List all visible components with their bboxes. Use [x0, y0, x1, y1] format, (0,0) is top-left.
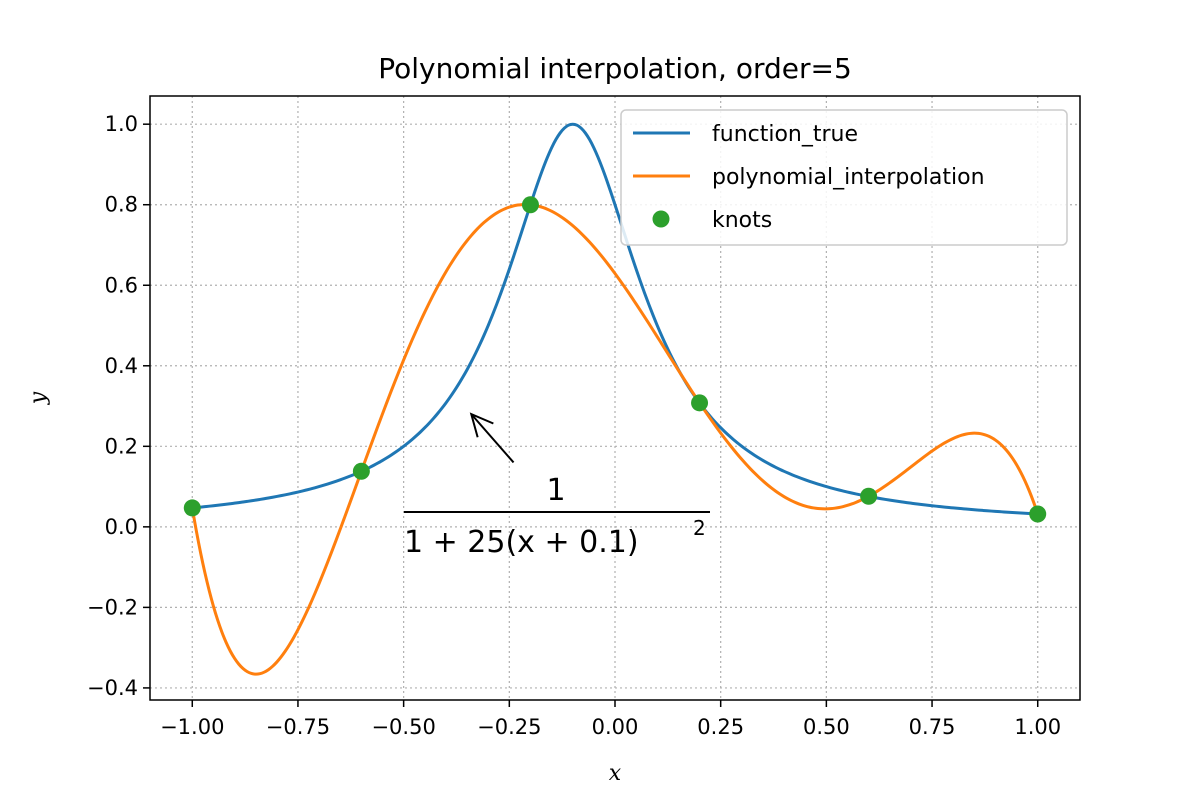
x-tick-label: 1.00: [1014, 715, 1061, 739]
y-tick-label: 0.2: [105, 434, 138, 458]
y-tick-label: 0.8: [105, 193, 138, 217]
x-tick-label: 0.50: [803, 715, 850, 739]
y-tick-label: −0.4: [87, 676, 138, 700]
legend-label-polynomial_interpolation: polynomial_interpolation: [712, 165, 985, 190]
annotation-arrow-head: [469, 412, 494, 438]
legend: function_true polynomial_interpolationkno…: [620, 109, 1068, 246]
legend-label-knots: knots: [712, 208, 772, 233]
y-tick-label: 0.6: [105, 273, 138, 297]
annotation-denominator: 1 + 25(x + 0.1): [404, 525, 639, 560]
annotation: 1 1 + 25(x + 0.1) 2: [404, 412, 710, 560]
grid: [150, 96, 1080, 700]
y-tick-label: 0.0: [105, 515, 138, 539]
legend-box: [620, 109, 1068, 246]
knot-point: [352, 462, 370, 480]
x-tick-label: −0.25: [477, 715, 541, 739]
x-axis-label: x: [609, 761, 622, 786]
annotation-numerator: 1: [546, 473, 565, 508]
y-tick-label: −0.2: [87, 595, 138, 619]
knot-point: [860, 487, 878, 505]
ticks: −1.00 −0.75 −0.50 −0.25 0.00 0.25 0.50 0.75 1.00…: [87, 112, 1061, 739]
knot-point: [183, 499, 201, 517]
series-line-function_true: [192, 122, 1038, 516]
knot-point: [1029, 505, 1047, 523]
x-tick-label: −0.75: [266, 715, 330, 739]
y-tick-label: 0.4: [105, 354, 138, 378]
knot-point: [691, 394, 709, 412]
chart-title: Polynomial interpolation, order=5: [378, 52, 852, 85]
series-layer: [183, 122, 1047, 676]
annotation-arrow-shaft: [470, 413, 515, 464]
x-tick-label: 0.75: [909, 715, 956, 739]
x-tick-label: 0.00: [592, 715, 639, 739]
x-tick-label: −0.50: [371, 715, 435, 739]
series-line-polynomial_interpolation: [190, 202, 1040, 676]
legend-label-function_true: function_true: [712, 122, 858, 147]
x-tick-label: 0.25: [697, 715, 744, 739]
x-tick-label: −1.00: [160, 715, 224, 739]
annotation-exponent: 2: [693, 516, 706, 540]
knot-point: [521, 196, 539, 214]
y-axis-label: y: [26, 391, 51, 405]
y-tick-label: 1.0: [105, 112, 138, 136]
legend-swatch-knots: [652, 210, 670, 228]
